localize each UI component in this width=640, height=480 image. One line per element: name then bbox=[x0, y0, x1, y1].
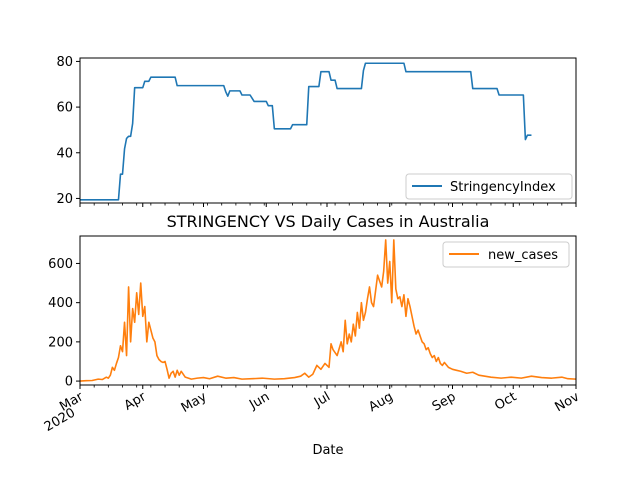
stringency-line-layer bbox=[80, 62, 532, 201]
stringency-series-line bbox=[80, 62, 532, 201]
cases-y-tick-label: 200 bbox=[48, 335, 73, 350]
cases-line-layer bbox=[79, 239, 577, 382]
stringency-y-tick-label: 40 bbox=[56, 146, 73, 161]
cases-y-tick-label: 0 bbox=[65, 375, 73, 390]
stringency-axes-frame bbox=[79, 57, 577, 204]
stringency-y-tick-label: 80 bbox=[56, 55, 73, 70]
cases-y-tick-label: 600 bbox=[48, 257, 73, 272]
stringency-y-axis: 20 40 60 80 bbox=[56, 55, 80, 207]
stringency-x-tick-marks bbox=[79, 203, 577, 207]
cases-axes-frame bbox=[79, 235, 577, 386]
cases-y-tick-label: 400 bbox=[48, 296, 73, 311]
stringency-panel: 20 40 60 80 StringencyIndex bbox=[56, 55, 577, 207]
stringency-legend-label: StringencyIndex bbox=[450, 180, 556, 195]
cases-legend-label: new_cases bbox=[488, 248, 558, 263]
stringency-y-tick-label: 20 bbox=[56, 192, 73, 207]
cases-legend-box bbox=[442, 241, 570, 268]
cases-legend: new_cases bbox=[442, 241, 570, 268]
stringency-y-tick-label: 60 bbox=[56, 101, 73, 116]
cases-x-tick-label: Jul bbox=[311, 389, 333, 410]
chart-title: STRINGENCY VS Daily Cases in Australia bbox=[167, 212, 490, 231]
x-axis-title: Date bbox=[312, 443, 343, 458]
cases-series-line bbox=[79, 239, 577, 382]
cases-y-axis: 0 200 400 600 bbox=[48, 257, 80, 390]
stringency-legend-box bbox=[405, 173, 573, 200]
stringency-legend: StringencyIndex bbox=[405, 173, 573, 200]
